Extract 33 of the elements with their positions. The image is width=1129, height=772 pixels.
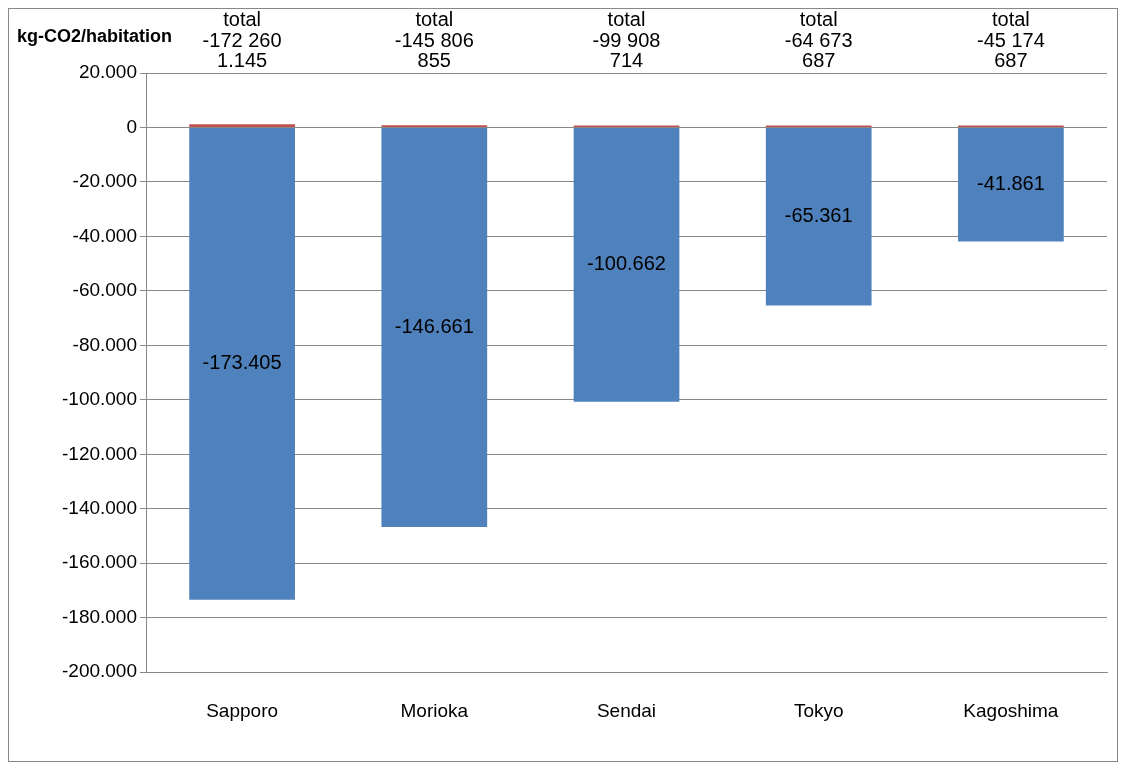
data-label: -146.661	[394, 314, 474, 337]
y-tick-label: -180.000	[61, 605, 138, 627]
text: total -145 806	[394, 7, 474, 51]
x-tick-label: Kagoshima	[963, 699, 1059, 721]
data-label: 714	[609, 48, 644, 71]
data-label: -65.361	[784, 204, 853, 227]
data-label: -41.861	[976, 172, 1045, 195]
text: total -172 260	[202, 7, 282, 51]
x-tick-label: Sapporo	[206, 699, 279, 721]
y-tick-label: -20.000	[72, 170, 138, 192]
x-tick-label: Tokyo	[793, 699, 844, 721]
text: total -99 908	[592, 7, 661, 51]
x-tick-label: Sendai	[596, 699, 657, 721]
y-tick-label: -160.000	[61, 551, 138, 573]
x-tick-label: Morioka	[400, 699, 469, 721]
y-tick-label: -40.000	[72, 224, 138, 246]
y-tick-label: -60.000	[72, 279, 138, 301]
y-tick-label: -80.000	[72, 333, 138, 355]
data-label: -100.662	[587, 252, 666, 275]
y-tick-label: 20.000	[78, 61, 138, 83]
data-label: -173.405	[202, 351, 282, 374]
data-label: 687	[994, 48, 1028, 71]
data-label: 1.145	[217, 48, 268, 71]
y-tick-label: 0	[126, 115, 138, 137]
y-axis-title: kg-CO2/habitation	[17, 25, 173, 46]
y-tick-label: -140.000	[61, 497, 138, 519]
text: total -45 174	[976, 7, 1045, 51]
y-tick-label: -120.000	[61, 442, 138, 464]
text: total -64 673	[784, 7, 853, 51]
y-tick-label: -100.000	[61, 388, 138, 410]
data-label: 855	[417, 48, 451, 71]
y-tick-label: -200.000	[61, 660, 138, 682]
data-label: 687	[802, 48, 836, 71]
